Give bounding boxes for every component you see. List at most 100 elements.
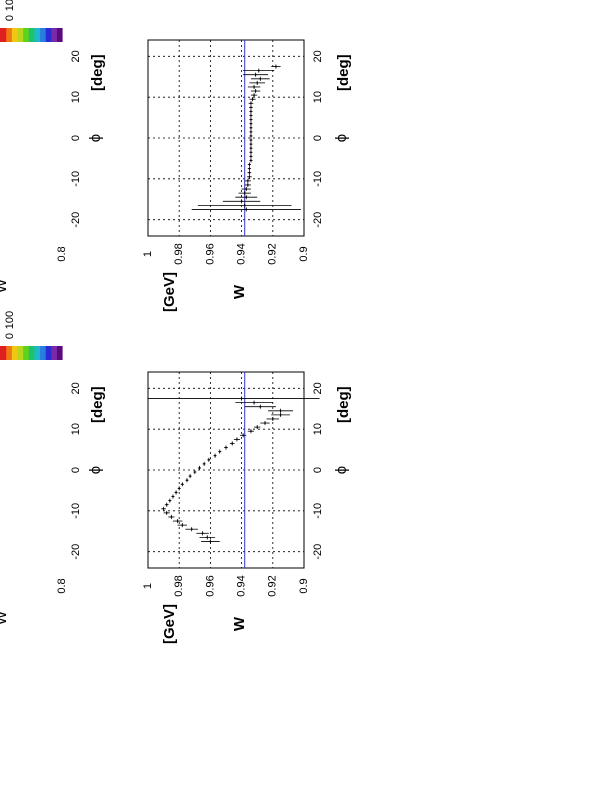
colorbar-segment bbox=[11, 28, 17, 42]
data-marker bbox=[280, 414, 282, 416]
data-marker bbox=[244, 204, 246, 206]
data-point bbox=[245, 405, 276, 409]
colorbar-segment bbox=[56, 346, 62, 360]
data-point bbox=[171, 495, 174, 499]
x-tick-label: 0 bbox=[312, 467, 324, 473]
x-tick-label: -10 bbox=[312, 171, 324, 187]
colorbar-tick-label: 100 bbox=[4, 311, 16, 329]
data-marker bbox=[250, 155, 252, 157]
data-point bbox=[251, 89, 260, 93]
data-point bbox=[249, 154, 252, 158]
x-tick-label: 20 bbox=[70, 382, 82, 394]
x-axis-unit: [deg] bbox=[335, 386, 352, 423]
data-marker bbox=[175, 492, 177, 494]
colorbar-segment bbox=[17, 28, 23, 42]
colorbar-segment bbox=[34, 346, 40, 360]
data-point bbox=[245, 183, 251, 187]
x-axis-unit: [deg] bbox=[335, 54, 352, 91]
data-marker bbox=[250, 430, 252, 432]
colorbar bbox=[0, 28, 63, 42]
data-marker bbox=[219, 451, 221, 453]
y-tick-label: 0.9 bbox=[298, 246, 310, 261]
data-point bbox=[260, 421, 269, 425]
data-point bbox=[230, 441, 235, 445]
data-point bbox=[248, 167, 251, 171]
data-point bbox=[198, 466, 201, 470]
grid-lines bbox=[148, 40, 304, 236]
data-point bbox=[242, 187, 251, 191]
colorbar-segment bbox=[56, 28, 62, 42]
x-axis-unit: [deg] bbox=[89, 386, 106, 423]
data-marker bbox=[236, 438, 238, 440]
data-point bbox=[254, 425, 260, 429]
colorbar-segment bbox=[23, 28, 29, 42]
y-axis-label: W bbox=[231, 616, 248, 631]
data-marker bbox=[250, 127, 252, 129]
data-point bbox=[248, 429, 254, 433]
y-tick-label: 1 bbox=[142, 251, 154, 257]
data-point bbox=[175, 490, 178, 494]
colorbar-segment bbox=[45, 346, 51, 360]
y-axis-label: W bbox=[0, 610, 10, 625]
colorbar-segment bbox=[51, 28, 57, 42]
data-marker bbox=[255, 74, 257, 76]
data-point bbox=[198, 203, 292, 207]
data-point bbox=[249, 118, 252, 122]
data-point bbox=[161, 507, 166, 511]
y-tick-labels: 0.9 0.92 0.94 0.96 0.98 1 bbox=[142, 243, 310, 264]
data-point bbox=[164, 511, 170, 515]
data-point bbox=[234, 437, 240, 441]
data-marker bbox=[172, 496, 174, 498]
colorbar-segment bbox=[11, 346, 17, 360]
data-marker bbox=[250, 143, 252, 145]
data-point bbox=[248, 163, 251, 167]
data-point bbox=[240, 433, 246, 437]
x-tick-label: 20 bbox=[312, 382, 324, 394]
data-point bbox=[214, 454, 217, 458]
x-tick-label: 0 bbox=[70, 135, 82, 141]
plot-frame bbox=[148, 40, 304, 236]
data-marker bbox=[202, 532, 204, 534]
colorbar-tick-label: 0 bbox=[4, 333, 16, 339]
data-point bbox=[223, 199, 260, 203]
x-tick-label: -20 bbox=[312, 544, 324, 560]
data-marker bbox=[256, 82, 258, 84]
x-axis-label: ϕ bbox=[333, 466, 350, 474]
data-point bbox=[249, 101, 254, 105]
y-axis-unit: [GeV] bbox=[161, 272, 178, 312]
data-marker bbox=[181, 524, 183, 526]
data-point bbox=[249, 105, 253, 109]
colorbar-segment bbox=[45, 28, 51, 42]
x-tick-label: -10 bbox=[312, 503, 324, 519]
data-marker bbox=[206, 536, 208, 538]
x-tick-labels: -20 -10 0 10 20 bbox=[312, 50, 324, 227]
data-point bbox=[243, 73, 268, 77]
data-marker bbox=[241, 200, 243, 202]
data-marker bbox=[199, 467, 201, 469]
y-tick-label: 0.9 bbox=[298, 578, 310, 593]
x-tick-label: -10 bbox=[70, 503, 82, 519]
colorbar-segment bbox=[39, 346, 45, 360]
x-tick-label: 0 bbox=[70, 467, 82, 473]
data-marker bbox=[245, 196, 247, 198]
data-marker bbox=[171, 516, 173, 518]
data-point bbox=[201, 539, 220, 543]
x-tick-label: -20 bbox=[70, 212, 82, 228]
data-point bbox=[185, 478, 188, 482]
colorbar bbox=[0, 346, 63, 360]
data-point bbox=[224, 446, 228, 450]
data-marker bbox=[255, 90, 257, 92]
x-tick-labels: -20 -10 0 10 20 bbox=[70, 50, 82, 227]
data-point bbox=[249, 146, 252, 150]
x-tick-label: -20 bbox=[312, 212, 324, 228]
x-tick-label: 0 bbox=[312, 135, 324, 141]
data-point bbox=[243, 69, 274, 73]
colorbar-segment bbox=[6, 346, 12, 360]
data-point bbox=[249, 81, 265, 85]
data-marker bbox=[250, 102, 252, 104]
y-axis-unit: [GeV] bbox=[161, 604, 178, 644]
data-marker bbox=[247, 184, 249, 186]
x-tick-label: -20 bbox=[70, 544, 82, 560]
y-tick-label: 0.96 bbox=[204, 243, 216, 264]
